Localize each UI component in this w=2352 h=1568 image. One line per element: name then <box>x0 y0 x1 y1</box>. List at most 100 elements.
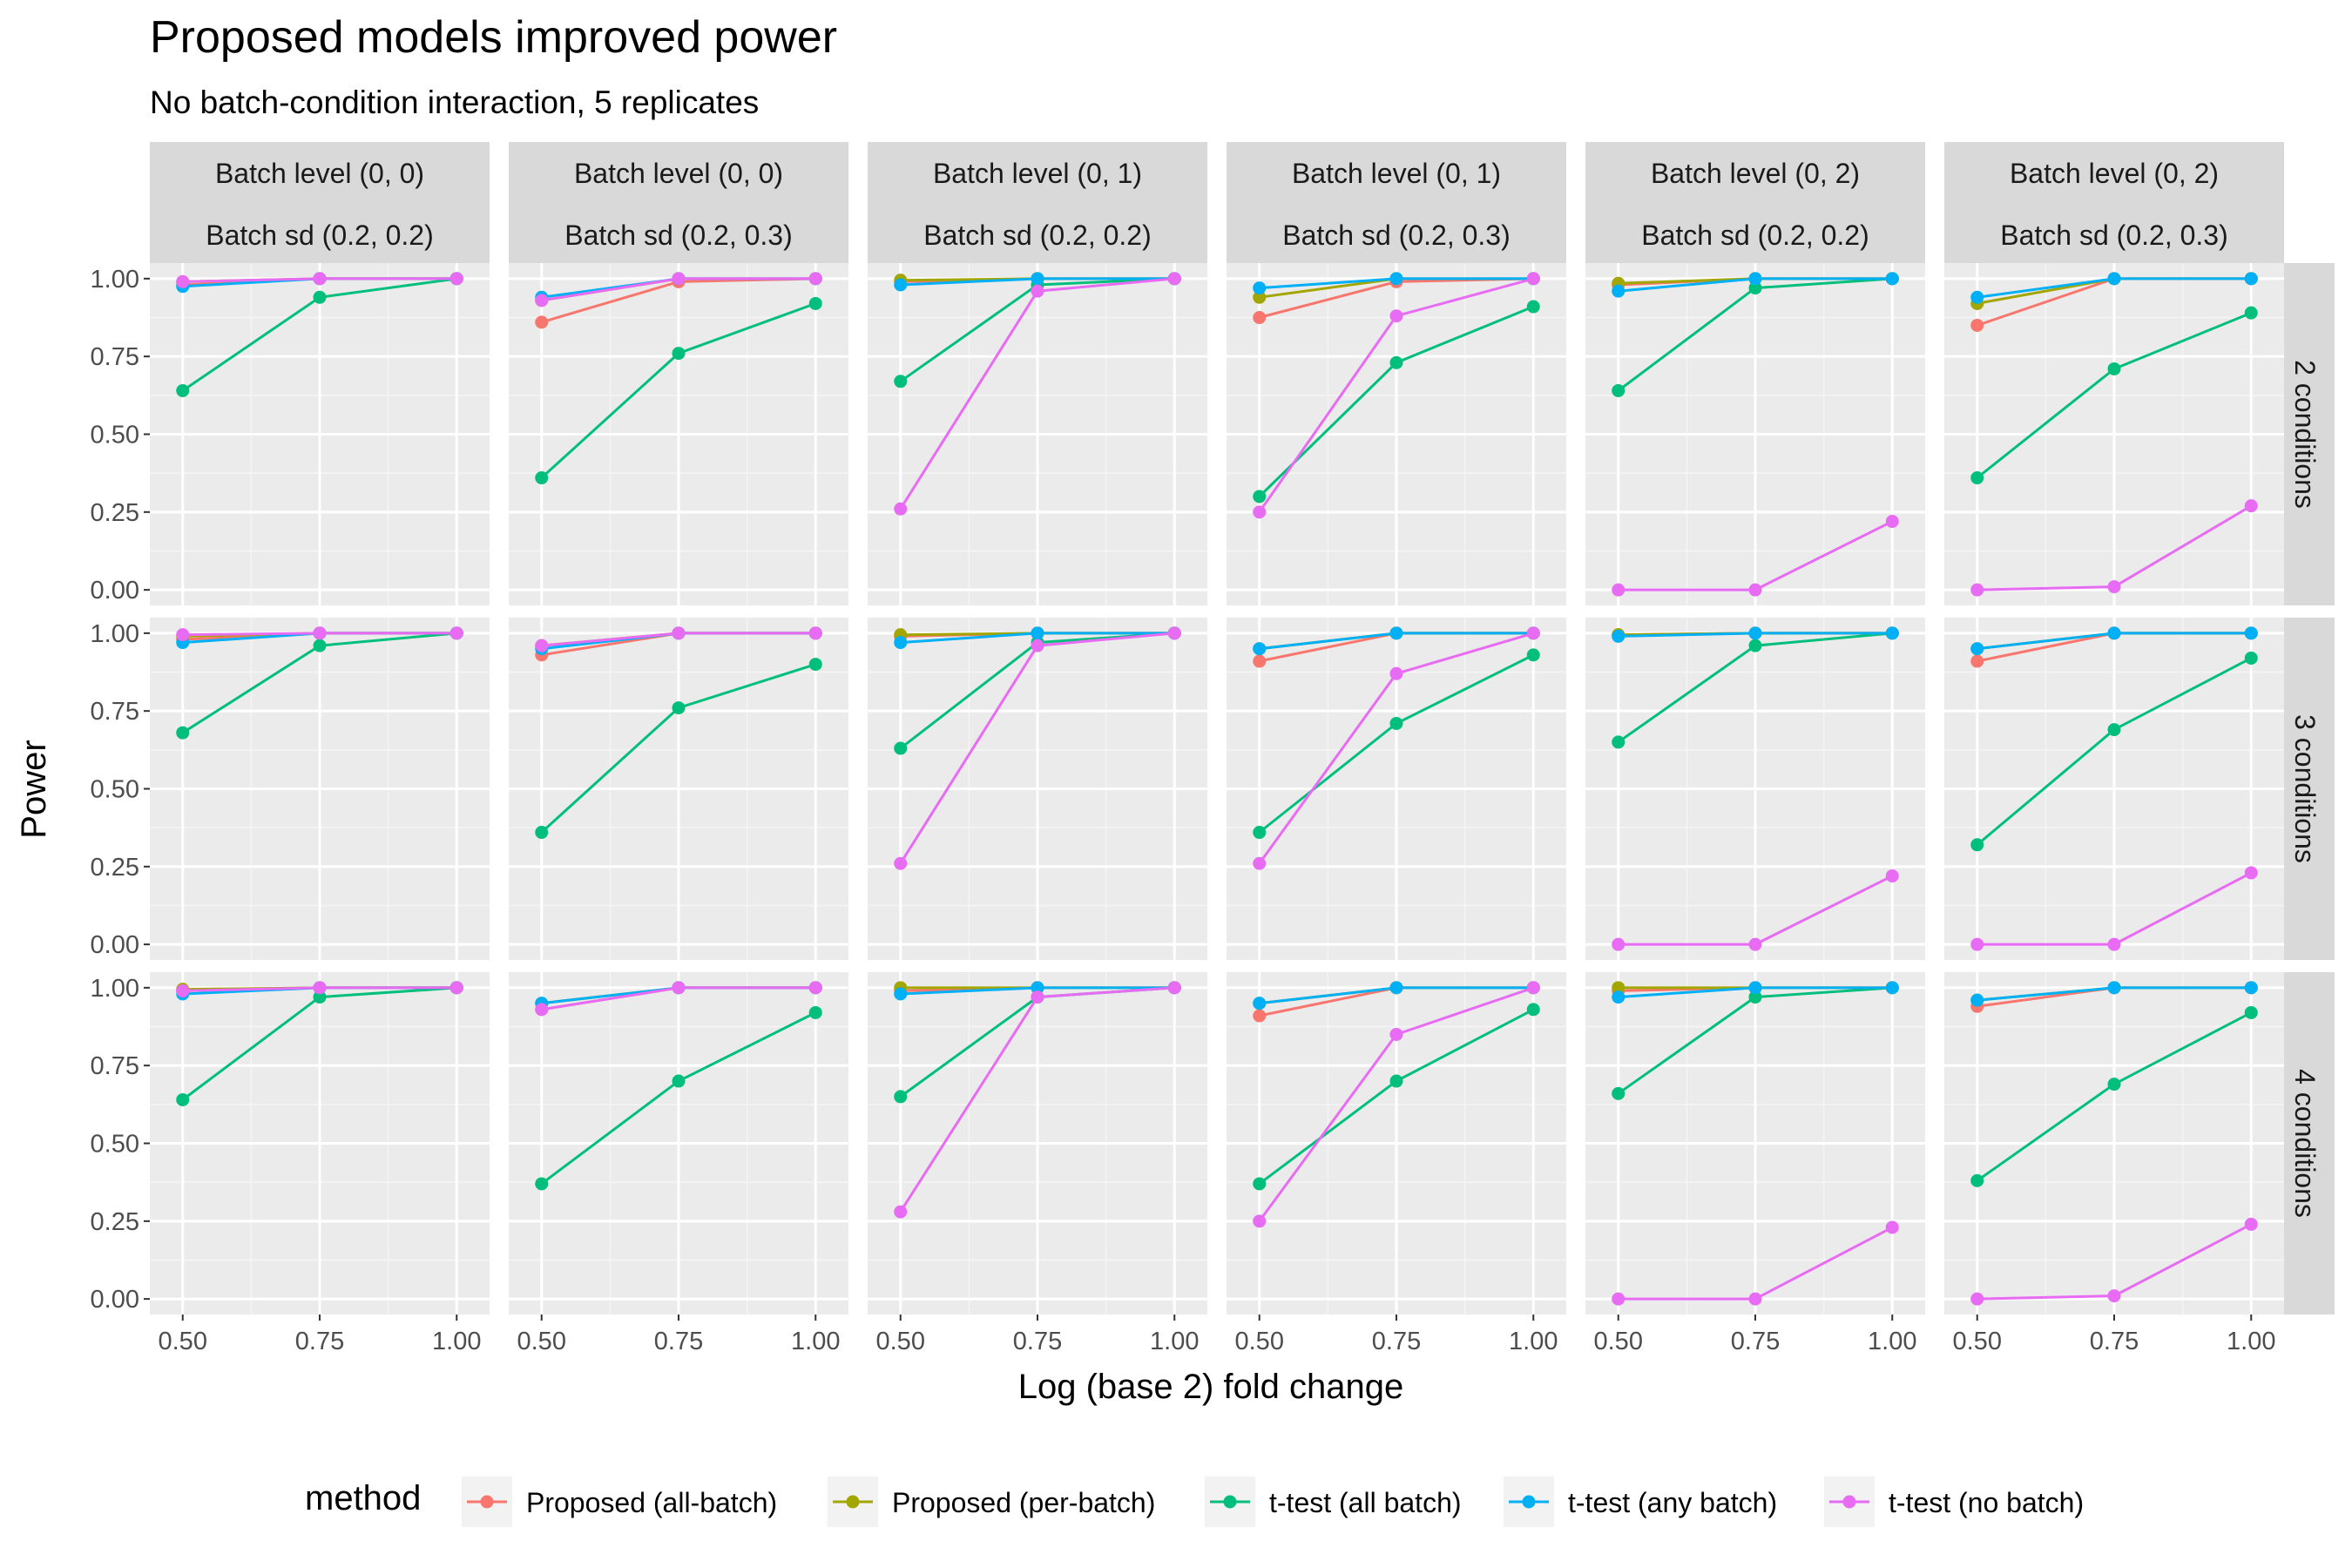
data-point <box>894 741 908 755</box>
series-4 <box>894 272 1181 516</box>
data-point <box>1748 583 1762 597</box>
chart-subtitle: No batch-condition interaction, 5 replic… <box>150 84 759 120</box>
legend-item: Proposed (per-batch) <box>828 1477 1155 1527</box>
strip-label-row: 4 conditions <box>2289 1069 2321 1218</box>
data-point <box>1526 300 1540 314</box>
data-point <box>1970 937 1984 951</box>
data-point <box>176 1092 190 1106</box>
column-strip: Batch level (0, 2) Batch sd (0.2, 0.2) <box>1585 142 1925 266</box>
row-strip: 3 conditions <box>2275 618 2335 960</box>
data-point <box>535 294 549 308</box>
strip-label-sd: Batch sd (0.2, 0.2) <box>923 220 1151 251</box>
strip-background <box>1944 142 2284 204</box>
strip-label-level: Batch level (0, 0) <box>215 158 424 189</box>
strip-background <box>509 142 848 204</box>
data-point <box>1970 471 1984 485</box>
data-point <box>1970 318 1984 332</box>
data-point <box>808 296 822 310</box>
data-point <box>1167 981 1181 995</box>
data-point <box>894 502 908 516</box>
data-point <box>313 272 327 286</box>
data-point <box>1253 1009 1267 1023</box>
legend-key-point <box>846 1495 860 1509</box>
data-point <box>672 1074 686 1088</box>
data-point <box>1885 515 1899 529</box>
strip-label-sd: Batch sd (0.2, 0.3) <box>564 220 792 251</box>
x-tick-label: 0.75 <box>654 1328 703 1355</box>
data-point <box>1167 626 1181 640</box>
data-point <box>1612 735 1625 749</box>
legend-item: t-test (no batch) <box>1824 1477 2084 1527</box>
data-point <box>1970 838 1984 852</box>
y-tick-label: 1.00 <box>91 620 139 648</box>
data-point <box>449 981 463 995</box>
strip-background <box>150 204 490 266</box>
data-point <box>1970 583 1984 597</box>
facet-panel <box>868 618 1207 960</box>
legend-label: t-test (no batch) <box>1889 1487 2084 1518</box>
data-point <box>313 626 327 640</box>
strip-background <box>2275 618 2335 960</box>
x-tick-label: 1.00 <box>2227 1328 2275 1355</box>
data-point <box>672 701 686 715</box>
data-point <box>672 272 686 286</box>
x-tick-label: 0.50 <box>159 1328 207 1355</box>
series-3 <box>1253 272 1540 295</box>
x-tick-label: 0.50 <box>1594 1328 1643 1355</box>
data-point <box>2244 981 2258 995</box>
data-point <box>1748 981 1762 995</box>
data-point <box>1253 1177 1267 1191</box>
data-point <box>535 1003 549 1017</box>
strip-label-row: 2 conditions <box>2289 360 2321 509</box>
series-4 <box>1253 981 1540 1228</box>
legend: method Proposed (all-batch) Proposed (per-… <box>305 1477 2084 1527</box>
strip-background <box>1227 204 1566 266</box>
data-point <box>1031 639 1044 652</box>
facet-panel <box>1227 618 1566 960</box>
data-point <box>449 272 463 286</box>
data-point <box>1612 583 1625 597</box>
data-point <box>1748 1292 1762 1306</box>
data-point <box>1253 826 1267 840</box>
series-3 <box>1970 626 2258 656</box>
data-point <box>1526 648 1540 662</box>
facet-panel <box>1944 618 2284 960</box>
strip-background <box>868 142 1207 204</box>
data-point <box>535 639 549 652</box>
data-point <box>2244 499 2258 513</box>
data-point <box>2244 272 2258 286</box>
strip-label-sd: Batch sd (0.2, 0.3) <box>2000 220 2227 251</box>
legend-key-point <box>480 1495 494 1509</box>
facet-panel <box>1585 263 1925 605</box>
strip-label-sd: Batch sd (0.2, 0.3) <box>1282 220 1510 251</box>
data-point <box>1253 654 1267 668</box>
data-point <box>1253 281 1267 295</box>
facet-panel <box>150 263 490 605</box>
legend-label: Proposed (all-batch) <box>526 1487 777 1518</box>
data-point <box>1526 1003 1540 1017</box>
data-point <box>1970 993 1984 1007</box>
y-tick-label: 0.50 <box>91 422 139 449</box>
series-4 <box>1253 626 1540 870</box>
strip-background <box>1585 142 1925 204</box>
data-point <box>2244 866 2258 880</box>
strip-label-sd: Batch sd (0.2, 0.2) <box>206 220 433 251</box>
data-point <box>2107 1078 2121 1092</box>
y-tick-label: 0.75 <box>91 698 139 726</box>
strip-label-row: 3 conditions <box>2289 714 2321 863</box>
data-point <box>1885 626 1899 640</box>
data-point <box>672 347 686 361</box>
data-point <box>2107 580 2121 594</box>
strip-background <box>2275 972 2335 1315</box>
data-point <box>1253 642 1267 656</box>
data-point <box>313 639 327 652</box>
facet-panel <box>1227 972 1566 1315</box>
strip-background <box>2275 263 2335 605</box>
data-point <box>1612 383 1625 397</box>
data-point <box>313 981 327 995</box>
data-point <box>1167 272 1181 286</box>
strip-background <box>509 204 848 266</box>
series-4 <box>176 981 463 997</box>
data-point <box>1253 997 1267 1010</box>
data-point <box>2107 1289 2121 1303</box>
